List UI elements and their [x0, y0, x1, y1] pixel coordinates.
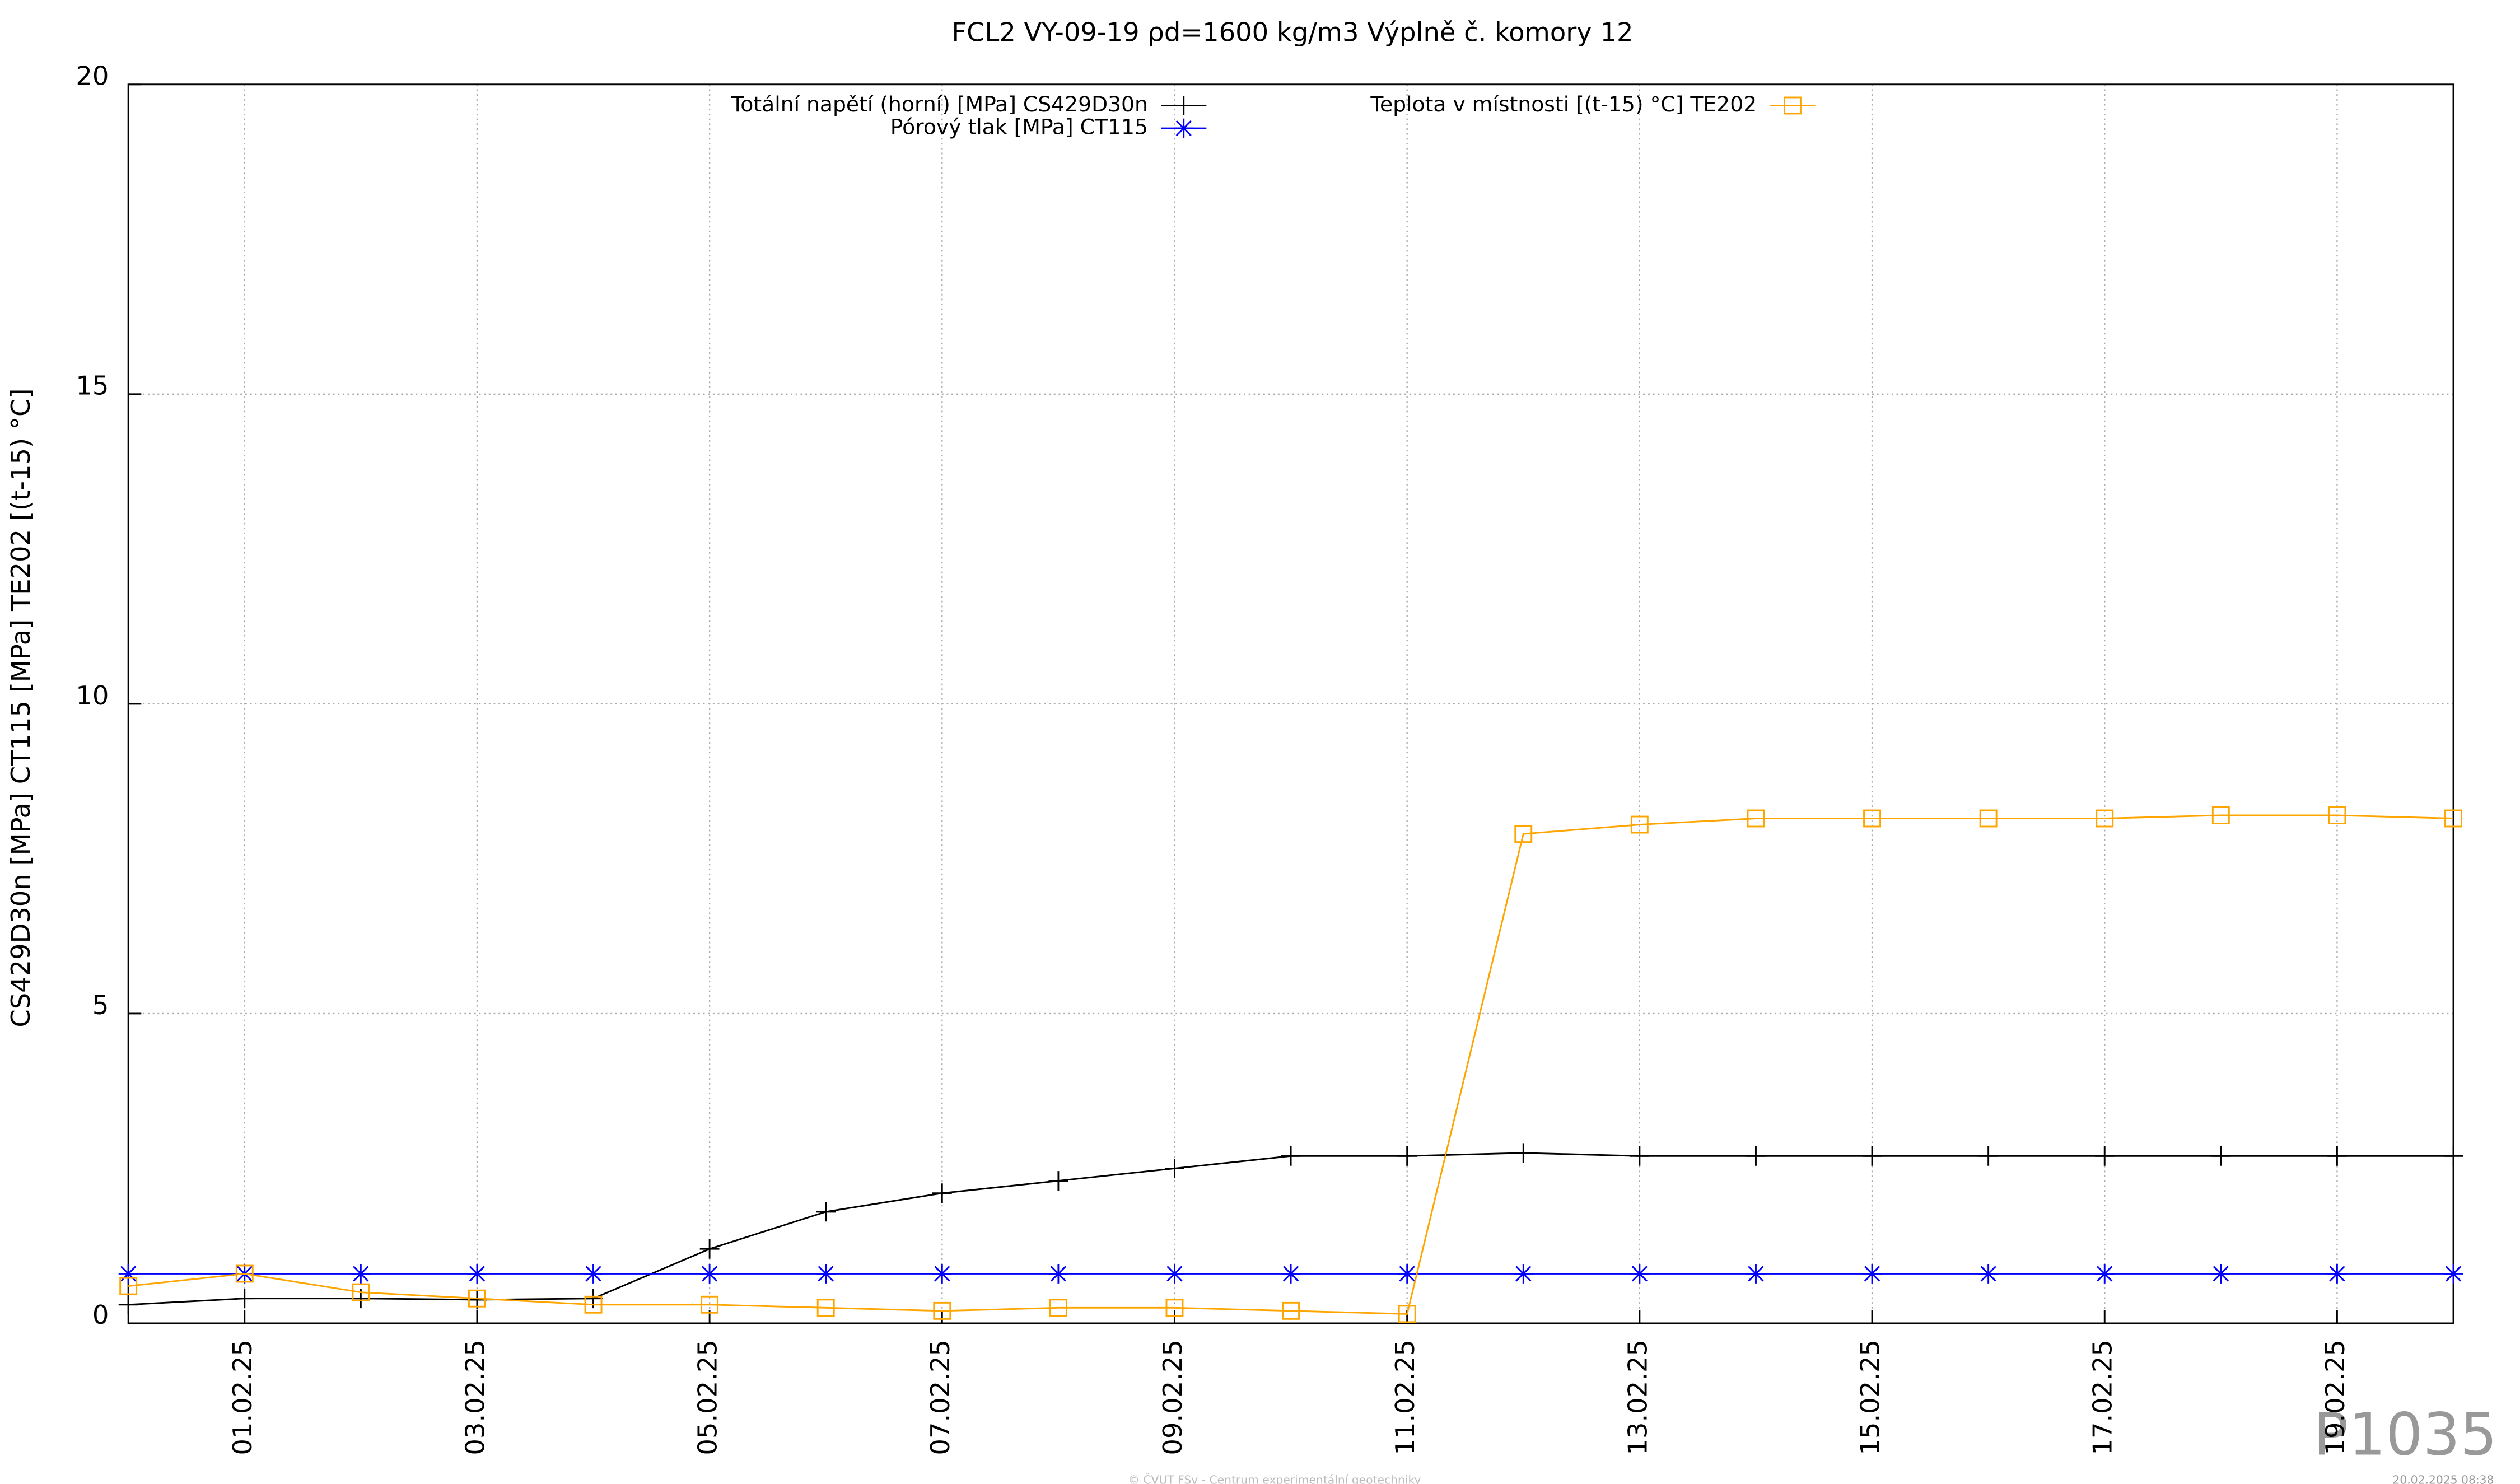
marker [933, 1301, 951, 1320]
marker [1630, 815, 1649, 834]
marker [816, 1299, 835, 1317]
marker [2328, 806, 2346, 824]
x-tick-label: 17.02.25 [2088, 1340, 2118, 1455]
marker [816, 1264, 836, 1284]
watermark: P1035 [2313, 1401, 2498, 1469]
marker [932, 1183, 952, 1203]
footer: © ČVUT FSv - Centrum experimentální geot… [1128, 1473, 1421, 1484]
marker [1048, 1171, 1068, 1191]
x-tick-label: 09.02.25 [1158, 1340, 1188, 1455]
marker [1165, 1159, 1184, 1178]
marker [1165, 1299, 1184, 1317]
marker [1630, 1146, 1650, 1166]
marker [351, 1264, 371, 1284]
x-tick-label: 01.02.25 [227, 1340, 258, 1455]
y-tick-label: 5 [92, 990, 109, 1020]
marker [1978, 1264, 1999, 1284]
marker [2211, 1264, 2231, 1284]
marker [467, 1264, 487, 1284]
marker [1746, 1264, 1766, 1284]
marker [1862, 1264, 1882, 1284]
marker [1281, 1264, 1301, 1284]
marker [584, 1295, 603, 1314]
marker [235, 1264, 254, 1283]
marker [2096, 809, 2114, 828]
x-tick-label: 07.02.25 [925, 1340, 955, 1455]
line [128, 814, 2454, 1315]
x-tick-label: 15.02.25 [1855, 1340, 1886, 1455]
timestamp: 20.02.2025 08:38 [2392, 1473, 2494, 1484]
marker [2443, 1146, 2463, 1166]
marker [1398, 1305, 1416, 1323]
x-tick-label: 13.02.25 [1622, 1340, 1653, 1455]
marker [1513, 1264, 1533, 1284]
legend-marker [1174, 118, 1194, 138]
marker [119, 1277, 138, 1295]
marker [2094, 1146, 2115, 1166]
marker [699, 1264, 720, 1284]
marker [1049, 1299, 1067, 1317]
marker [1281, 1146, 1301, 1166]
chart-title: FCL2 VY-09-19 ρd=1600 kg/m3 Výplně č. ko… [951, 17, 1633, 47]
marker [701, 1295, 719, 1314]
marker [1165, 1264, 1184, 1284]
series [119, 806, 2462, 1323]
marker [2327, 1146, 2347, 1166]
marker [352, 1283, 370, 1301]
marker [1978, 1146, 1999, 1166]
y-tick-label: 10 [76, 680, 109, 711]
x-tick-label: 11.02.25 [1390, 1340, 1420, 1455]
y-axis-label: CS429D30n [MPa] CT115 [MPa] TE202 [(t-15… [6, 389, 36, 1028]
marker [1048, 1264, 1068, 1284]
marker [1746, 1146, 1766, 1166]
marker [1630, 1264, 1650, 1284]
marker [1862, 1146, 1882, 1166]
marker [1514, 825, 1533, 843]
marker [1513, 1143, 1533, 1163]
marker [1397, 1146, 1417, 1166]
x-tick-label: 05.02.25 [693, 1340, 723, 1455]
marker [2211, 806, 2230, 824]
y-tick-label: 20 [76, 61, 109, 91]
legend-label: Teplota v místnosti [(t-15) °C] TE202 [1370, 92, 1757, 116]
marker [235, 1289, 255, 1309]
marker [118, 1295, 138, 1315]
plot-frame [127, 83, 2454, 1324]
legend-label: Pórový tlak [MPa] CT115 [890, 115, 1148, 139]
marker [1979, 809, 1998, 828]
marker [2211, 1146, 2231, 1166]
y-tick-label: 15 [76, 371, 109, 401]
marker [1747, 809, 1765, 828]
marker [816, 1202, 836, 1222]
marker [932, 1264, 952, 1284]
marker [699, 1239, 720, 1259]
marker [2327, 1264, 2347, 1284]
marker [2443, 1264, 2463, 1284]
marker [584, 1264, 603, 1284]
marker [118, 1264, 138, 1284]
marker [2444, 809, 2462, 828]
legend-marker [1784, 96, 1802, 115]
marker [2094, 1264, 2115, 1284]
marker [1863, 809, 1881, 828]
marker [1282, 1301, 1300, 1320]
series [118, 1143, 2463, 1315]
marker [468, 1289, 486, 1308]
x-tick-label: 03.02.25 [460, 1340, 490, 1455]
series [118, 1264, 2463, 1284]
legend-marker [1174, 96, 1194, 115]
legend-label: Totální napětí (horní) [MPa] CS429D30n [731, 92, 1148, 116]
y-tick-label: 0 [92, 1300, 109, 1330]
marker [1397, 1264, 1417, 1284]
x-tick-label: 19.02.25 [2320, 1340, 2350, 1455]
